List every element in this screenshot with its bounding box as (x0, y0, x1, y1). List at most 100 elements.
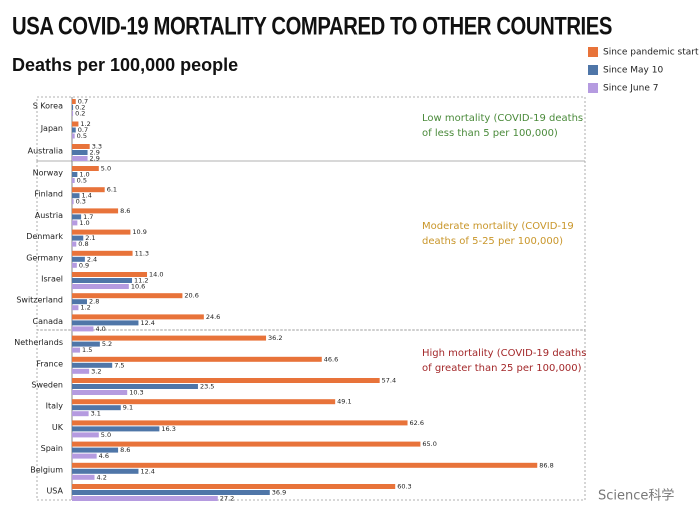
category-label: S Korea (33, 102, 63, 111)
annotation: deaths of 5-25 per 100,000) (422, 236, 563, 247)
category-label: Norway (33, 169, 64, 178)
value-label: 0.2 (75, 110, 85, 118)
value-label: 86.8 (539, 461, 553, 469)
value-label: 10.6 (131, 283, 145, 291)
bar (72, 441, 421, 447)
value-label: 49.1 (337, 398, 351, 406)
value-label: 0.5 (77, 132, 87, 140)
value-label: 4.2 (97, 473, 107, 481)
bar (72, 250, 133, 256)
value-label: 8.6 (120, 446, 130, 454)
value-label: 62.6 (410, 419, 424, 427)
category-label: Germany (26, 253, 63, 262)
value-label: 46.6 (324, 355, 338, 363)
bar (72, 150, 88, 155)
value-label: 24.6 (206, 313, 220, 321)
value-label: 10.3 (129, 389, 143, 397)
category-label: Switzerland (16, 296, 63, 305)
bar (72, 347, 81, 353)
category-label: Italy (46, 402, 64, 411)
bar (72, 293, 183, 299)
value-label: 2.8 (89, 298, 99, 306)
value-label: 0.9 (79, 261, 89, 269)
value-label: 57.4 (382, 377, 396, 385)
category-label: Denmark (26, 232, 63, 241)
bar (72, 241, 77, 247)
legend-label: Since June 7 (603, 84, 658, 94)
bar (72, 405, 121, 411)
value-label: 0.7 (78, 98, 88, 106)
bar (72, 420, 408, 426)
bar (72, 453, 97, 459)
annotation: High mortality (COVID-19 deaths (422, 348, 586, 359)
value-label: 2.4 (87, 255, 97, 263)
bar (72, 368, 90, 374)
chart-title: USA COVID-19 MORTALITY COMPARED TO OTHER… (12, 13, 612, 41)
bar (72, 284, 129, 289)
value-label: 3.1 (91, 410, 101, 418)
value-label: 14.0 (149, 271, 163, 279)
bar (72, 432, 99, 438)
value-label: 6.1 (107, 186, 117, 194)
category-label: USA (46, 487, 63, 496)
bar (72, 462, 538, 468)
bar (72, 326, 94, 332)
bar (72, 378, 380, 383)
bar (72, 214, 82, 220)
bar (72, 99, 76, 104)
value-label: 20.6 (184, 292, 198, 300)
bar (72, 447, 119, 453)
category-label: France (36, 359, 63, 368)
value-label: 5.2 (102, 340, 112, 348)
value-label: 0.2 (75, 104, 85, 112)
value-label: 11.2 (134, 277, 148, 285)
value-label: 10.9 (132, 228, 146, 236)
bar (72, 193, 80, 199)
value-label: 4.0 (95, 325, 105, 333)
bar (72, 490, 270, 495)
value-label: 0.8 (78, 240, 88, 248)
value-label: 1.0 (79, 219, 89, 227)
value-label: 1.7 (83, 213, 93, 221)
category-label: Australia (28, 147, 63, 156)
bar (72, 484, 396, 489)
bar (72, 314, 204, 320)
value-label: 36.9 (272, 489, 286, 497)
category-label: Canada (33, 317, 64, 326)
bar (72, 262, 77, 268)
annotation: Moderate mortality (COVID-19 (422, 221, 574, 232)
bar (72, 468, 139, 474)
value-label: 2.9 (90, 149, 100, 157)
value-label: 1.0 (79, 171, 89, 179)
bar (72, 384, 198, 389)
bar (72, 299, 88, 305)
annotation: of less than 5 per 100,000) (422, 128, 558, 139)
bar (72, 320, 139, 326)
value-label: 3.2 (91, 367, 101, 375)
value-label: 1.4 (82, 192, 92, 200)
bar (72, 341, 100, 347)
category-label: Finland (34, 190, 63, 199)
bar (72, 426, 160, 432)
bar (72, 172, 78, 177)
legend-swatch (588, 47, 598, 57)
value-label: 4.6 (99, 452, 109, 460)
bar (72, 496, 218, 501)
category-label: Japan (40, 124, 63, 133)
category-label: Israel (41, 275, 63, 284)
bar (72, 178, 75, 183)
category-label: Austria (35, 211, 63, 220)
group-box (36, 160, 586, 331)
bar (72, 144, 90, 149)
legend-swatch (588, 83, 598, 93)
value-label: 36.2 (268, 334, 282, 342)
value-label: 11.3 (135, 249, 149, 257)
bar (72, 166, 99, 171)
value-label: 27.2 (220, 495, 234, 503)
value-label: 0.5 (77, 177, 87, 185)
category-label: Sweden (31, 381, 63, 390)
bar (72, 156, 88, 161)
value-label: 65.0 (422, 440, 436, 448)
value-label: 5.0 (101, 431, 111, 439)
bar (72, 111, 74, 116)
